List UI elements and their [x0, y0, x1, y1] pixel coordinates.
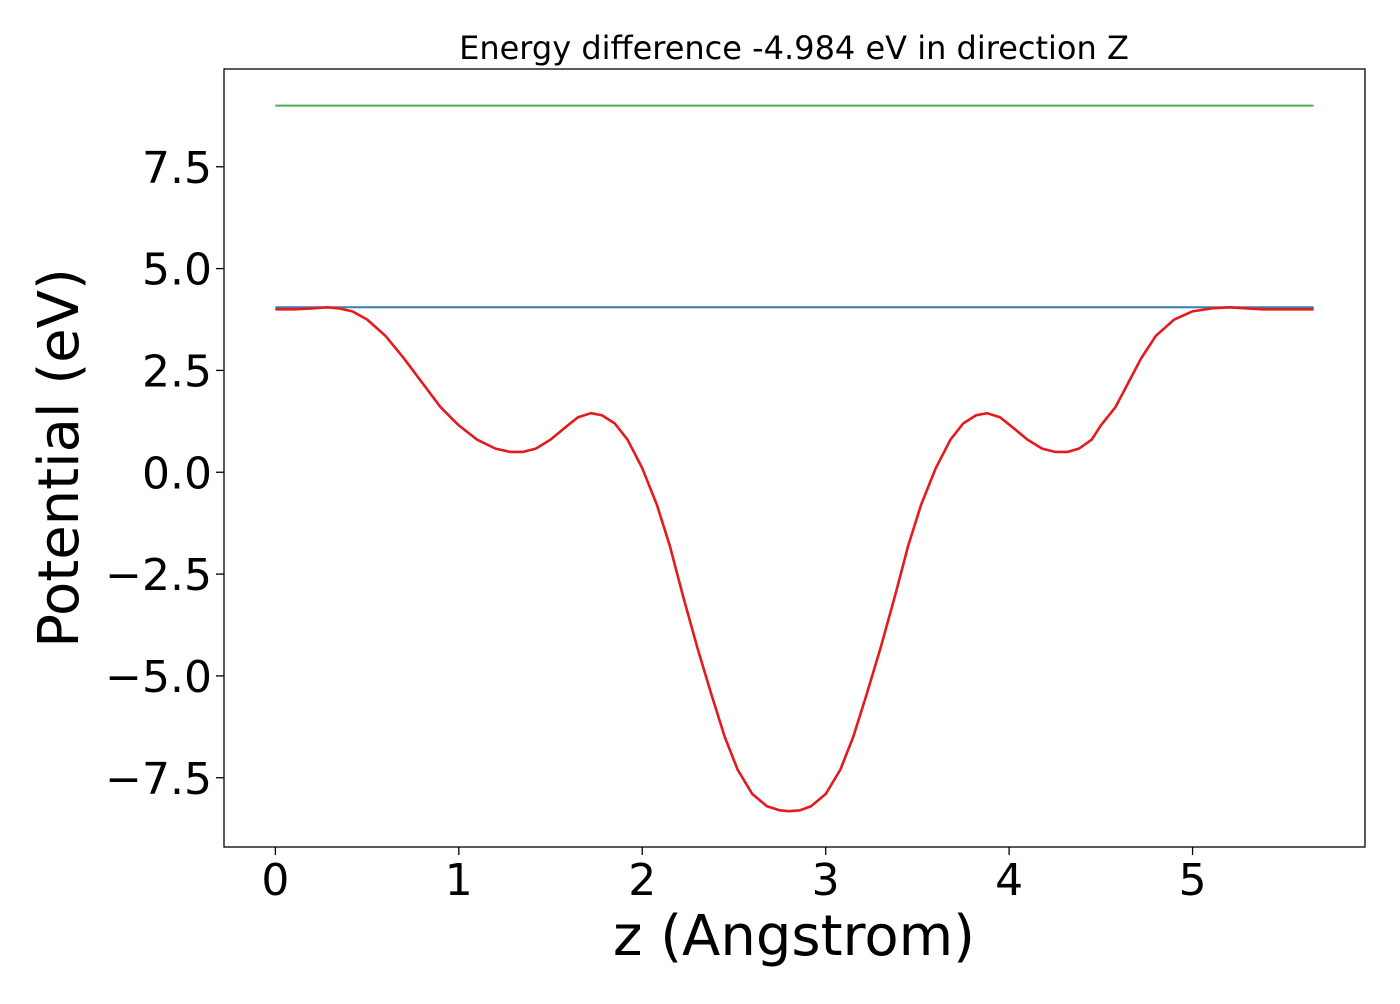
y-tick-label: −2.5 [105, 550, 212, 601]
y-axis-ticks: −7.5 −5.0 −2.5 0.0 2.5 5.0 7.5 [105, 143, 224, 805]
y-tick-label: −5.0 [105, 652, 212, 703]
x-tick-label: 2 [628, 855, 656, 906]
x-tick-label: 5 [1179, 855, 1207, 906]
x-tick-label: 1 [445, 855, 473, 906]
y-tick-label: 5.0 [142, 245, 212, 296]
x-tick-label: 4 [995, 855, 1023, 906]
y-tick-label: −7.5 [105, 754, 212, 805]
series-line-potential [275, 305, 1314, 813]
x-tick-label: 3 [812, 855, 840, 906]
y-tick-label: 7.5 [142, 143, 212, 194]
chart-title: Energy difference -4.984 eV in direction… [459, 29, 1129, 67]
y-tick-label: 2.5 [142, 346, 212, 397]
x-axis-label: z (Angstrom) [613, 904, 975, 969]
plot-lines [275, 104, 1314, 813]
x-tick-label: 0 [261, 855, 289, 906]
x-axis-ticks: 0 1 2 3 4 5 [261, 847, 1207, 906]
y-axis-label: Potential (eV) [27, 268, 92, 648]
y-tick-label: 0.0 [142, 448, 212, 499]
plot-frame [223, 68, 1366, 848]
